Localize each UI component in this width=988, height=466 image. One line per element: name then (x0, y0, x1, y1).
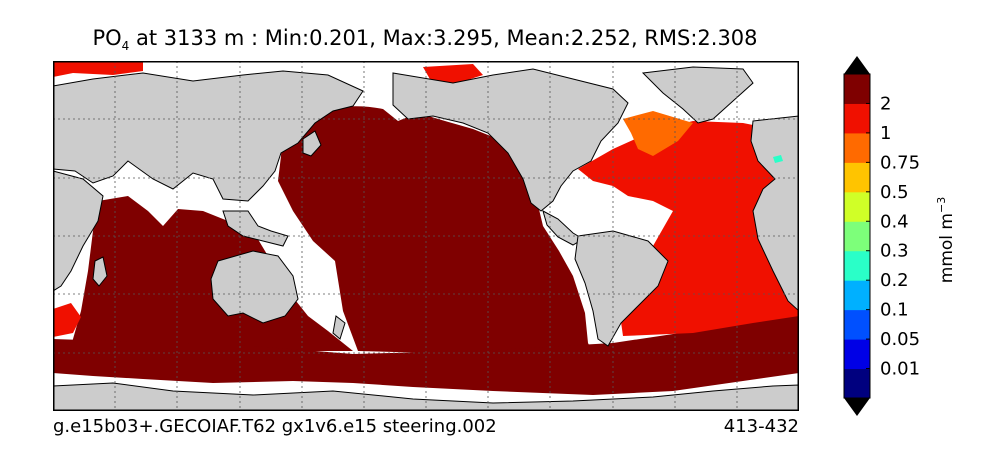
colorbar-tick-label: 0.4 (880, 211, 909, 232)
colorbar-segment (844, 339, 870, 370)
australia-land (210, 250, 299, 324)
colorbar-segment (844, 103, 870, 134)
colorbar-segment (844, 280, 870, 311)
colorbar-segment (844, 368, 870, 399)
colorbar-unit-label: mmol m−3 (935, 197, 957, 283)
labrador-sea-region (623, 111, 693, 156)
colorbar-segment (844, 162, 870, 193)
years-label: 413-432 (723, 416, 799, 437)
colorbar-tick-label: 0.1 (880, 300, 909, 321)
colorbar-tick-label: 0.75 (880, 152, 920, 173)
title-variable: PO (92, 26, 122, 50)
japan-land (302, 130, 322, 157)
colorbar-tick-label: 0.05 (880, 329, 920, 350)
pacific-ocean-region (278, 106, 593, 353)
title-stats: at 3133 m : Min:0.201, Max:3.295, Mean:2… (129, 26, 758, 50)
map-border (53, 61, 799, 411)
colorbar: 0.01 0.05 0.1 0.2 0.3 0.4 0.5 0.75 1 2 (843, 56, 920, 416)
colorbar-segment (844, 191, 870, 222)
colorbar-segment (844, 221, 870, 252)
west-indian-red-patch (53, 303, 81, 337)
chart-title: PO4 at 3133 m : Min:0.201, Max:3.295, Me… (0, 26, 850, 53)
colorbar-tick-label: 1 (880, 123, 891, 144)
land-group (53, 66, 799, 411)
africa-east-land (53, 170, 104, 292)
ocean-map (53, 61, 799, 411)
colorbar-extend-min (844, 398, 870, 416)
north-atlantic-arctic-patch (53, 61, 143, 77)
maritime-continent-land (222, 210, 289, 247)
map-grid (53, 61, 799, 411)
colorbar-frame (843, 73, 871, 399)
new-zealand-land (332, 315, 346, 340)
colorbar-tick-label: 0.3 (880, 241, 909, 262)
colorbar-tick-label: 0.01 (880, 359, 920, 380)
eurasia-land (53, 70, 364, 202)
colorbar-segment (844, 250, 870, 281)
colorbar-segment (844, 309, 870, 340)
unit-text: mmol m (936, 213, 957, 284)
colorbar-extend-max (844, 56, 870, 74)
colorbar-tick-label: 0.5 (880, 182, 909, 203)
madagascar-land (92, 256, 108, 287)
north-america-land (392, 68, 629, 212)
europe-africa-west-land (750, 115, 799, 312)
antarctica-land (53, 382, 799, 411)
colorbar-tick-label: 0.2 (880, 270, 909, 291)
run-name-label: g.e15b03+.GECOIAF.T62 gx1v6.e15 steering… (53, 416, 497, 437)
unit-exponent: −3 (935, 196, 949, 213)
colorbar-segment (844, 74, 870, 104)
south-america-land (574, 230, 669, 347)
title-subscript: 4 (121, 39, 130, 54)
mediterranean-patch (773, 155, 783, 163)
greenland-land (641, 66, 754, 124)
arctic-red-patch (423, 64, 483, 83)
colorbar-segment (844, 132, 870, 163)
colorbar-tick-label: 2 (880, 93, 891, 114)
